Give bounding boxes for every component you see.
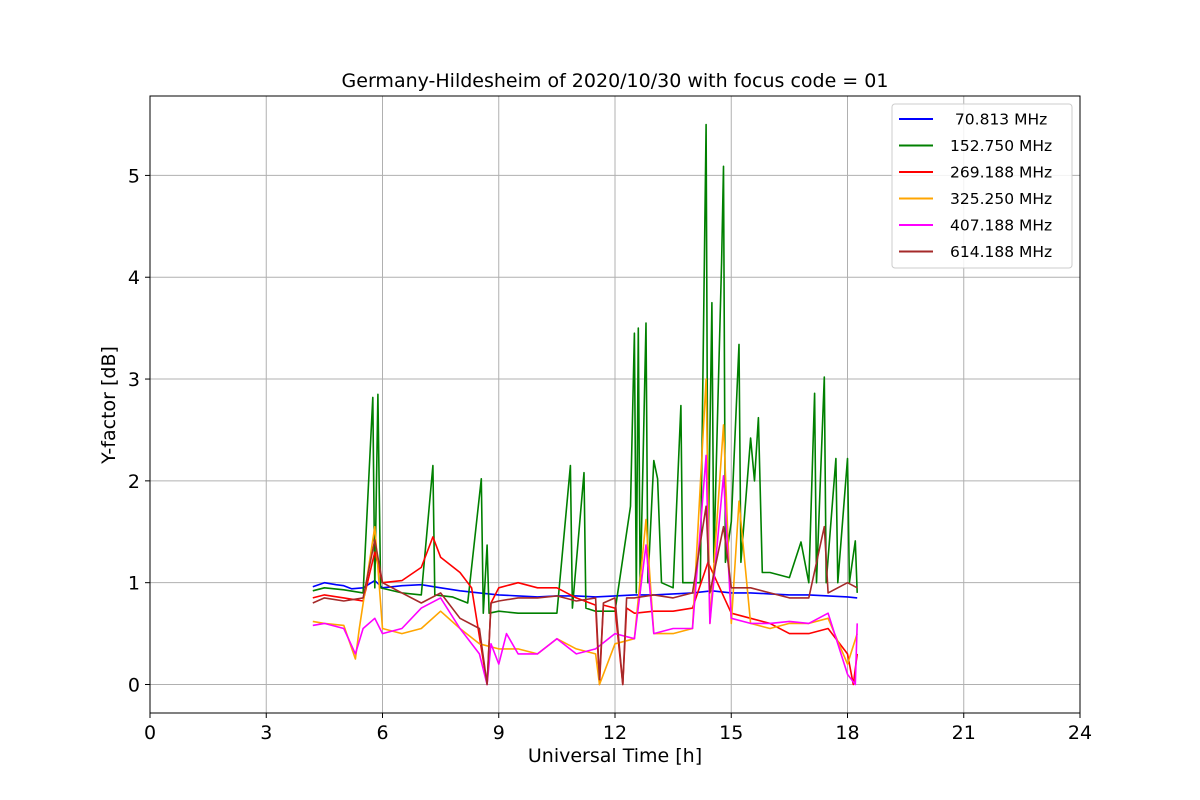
y-axis-label: Y-factor [dB] [98,346,120,465]
x-tick-label: 24 [1068,722,1092,744]
series-line-4 [312,454,858,686]
y-axis: 0 1 2 3 4 5 [128,165,150,696]
legend-label: 407.188 MHz [950,217,1052,235]
x-tick-label: 12 [603,722,627,744]
y-tick-label: 1 [128,573,140,595]
chart-title: Germany-Hildesheim of 2020/10/30 with fo… [342,70,889,92]
x-tick-label: 0 [144,722,156,744]
y-tick-label: 2 [128,471,140,493]
x-tick-label: 21 [952,722,976,744]
plot-series [312,123,858,686]
x-tick-label: 15 [719,722,743,744]
series-line-5 [312,505,858,686]
y-tick-label: 5 [128,165,140,187]
y-tick-label: 3 [128,369,140,391]
series-line-1 [312,123,858,614]
x-axis: 0 3 6 9 12 15 18 21 24 [144,713,1092,744]
x-tick-label: 9 [493,722,505,744]
x-tick-label: 3 [260,722,272,744]
x-tick-label: 18 [835,722,859,744]
y-tick-label: 0 [128,674,140,696]
legend-box [891,103,1073,269]
legend: 70.813 MHz 152.750 MHz 269.188 MHz 325.250 … [891,103,1073,269]
y-tick-label: 4 [128,267,140,289]
legend-label: 152.750 MHz [950,137,1052,155]
x-axis-label: Universal Time [h] [528,745,702,767]
legend-label: 70.813 MHz [950,111,1047,129]
x-tick-label: 6 [376,722,388,744]
legend-label: 614.188 MHz [950,243,1052,261]
legend-label: 325.250 MHz [950,190,1052,208]
legend-label: 269.188 MHz [950,164,1052,182]
